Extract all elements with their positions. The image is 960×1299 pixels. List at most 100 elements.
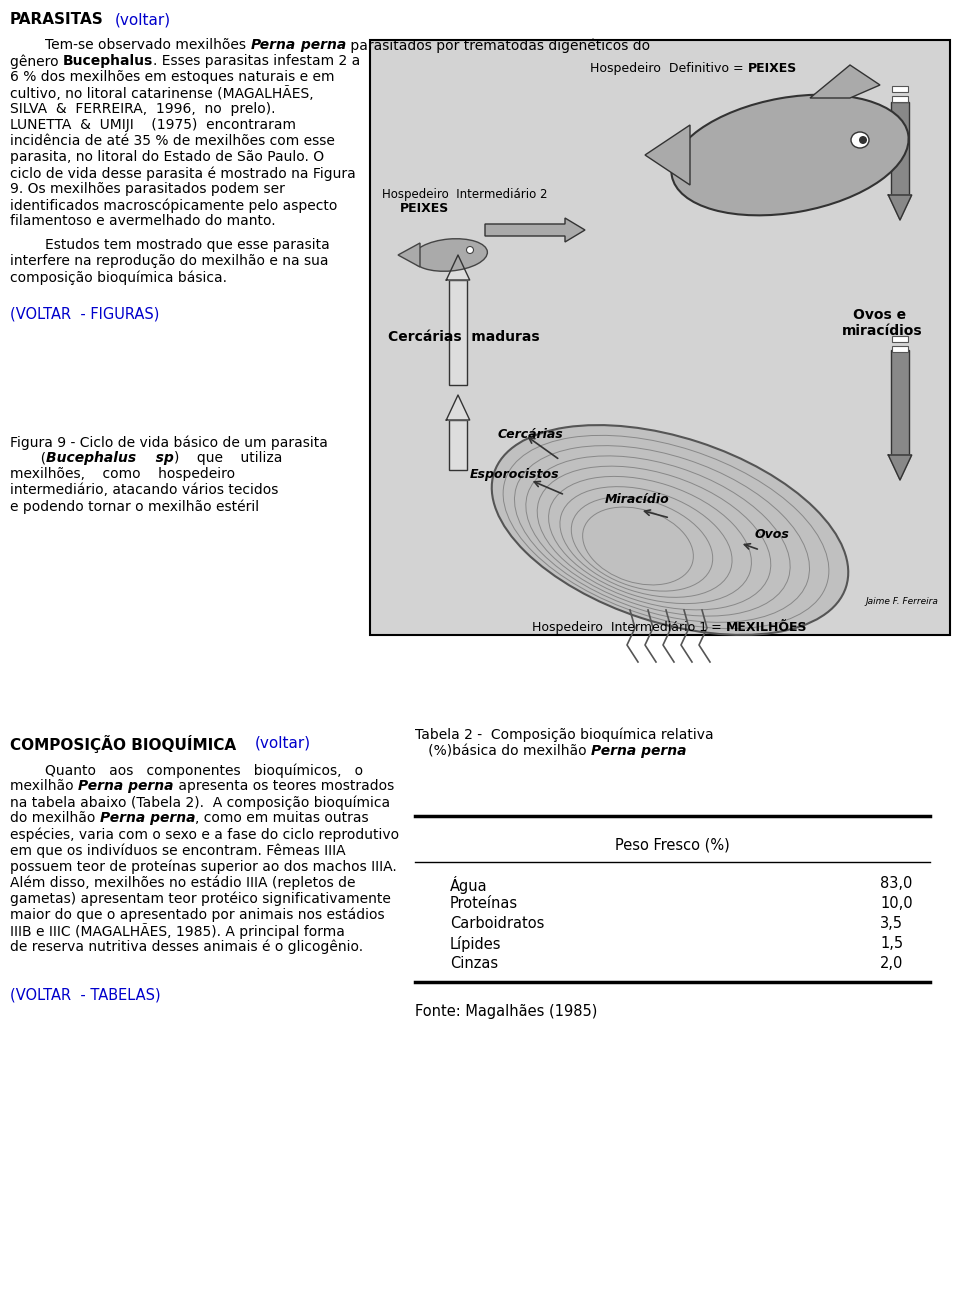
Bar xyxy=(891,349,909,455)
Text: 6 % dos mexilhões em estoques naturais e em: 6 % dos mexilhões em estoques naturais e… xyxy=(10,70,334,84)
Polygon shape xyxy=(485,218,585,242)
Text: Miracídio: Miracídio xyxy=(605,494,670,507)
Text: interfere na reprodução do mexilhão e na sua: interfere na reprodução do mexilhão e na… xyxy=(10,255,328,268)
Text: Estudos tem mostrado que esse parasita: Estudos tem mostrado que esse parasita xyxy=(10,238,329,252)
Text: parasitados por trematodas digenéticos do: parasitados por trematodas digenéticos d… xyxy=(346,38,650,52)
Ellipse shape xyxy=(851,132,869,148)
Text: maior do que o apresentado por animais nos estádios: maior do que o apresentado por animais n… xyxy=(10,907,385,921)
Text: Carboidratos: Carboidratos xyxy=(450,916,544,931)
Text: Hospedeiro  Intermediário 2: Hospedeiro Intermediário 2 xyxy=(382,188,547,201)
Text: gênero: gênero xyxy=(10,55,63,69)
Text: Perna perna: Perna perna xyxy=(78,779,174,792)
Text: PEIXES: PEIXES xyxy=(748,62,797,75)
Text: . Esses parasitas infestam 2 a: . Esses parasitas infestam 2 a xyxy=(154,55,361,68)
Text: SILVA  &  FERREIRA,  1996,  no  prelo).: SILVA & FERREIRA, 1996, no prelo). xyxy=(10,103,276,116)
Text: apresenta os teores mostrados: apresenta os teores mostrados xyxy=(174,779,394,792)
Polygon shape xyxy=(888,195,912,220)
Bar xyxy=(449,420,467,470)
Text: LUNETTA  &  UMIJI    (1975)  encontraram: LUNETTA & UMIJI (1975) encontraram xyxy=(10,118,296,132)
Text: cultivo, no litoral catarinense (MAGALHÃES,: cultivo, no litoral catarinense (MAGALHÃ… xyxy=(10,86,314,101)
Text: Hospedeiro  Definitivo =: Hospedeiro Definitivo = xyxy=(590,62,748,75)
Text: parasita, no litoral do Estado de São Paulo. O: parasita, no litoral do Estado de São Pa… xyxy=(10,149,324,164)
Bar xyxy=(891,103,909,195)
Polygon shape xyxy=(888,455,912,481)
Text: IIIB e IIIC (MAGALHÃES, 1985). A principal forma: IIIB e IIIC (MAGALHÃES, 1985). A princip… xyxy=(10,924,345,939)
Text: 2,0: 2,0 xyxy=(880,956,903,970)
Text: (voltar): (voltar) xyxy=(255,735,311,750)
Text: (: ( xyxy=(10,451,46,465)
Text: Proteínas: Proteínas xyxy=(450,896,518,911)
Text: Cercárias  maduras: Cercárias maduras xyxy=(388,330,540,344)
Text: ciclo de vida desse parasita é mostrado na Figura: ciclo de vida desse parasita é mostrado … xyxy=(10,166,356,181)
Bar xyxy=(370,40,950,635)
Text: Ovos e: Ovos e xyxy=(853,308,906,322)
Ellipse shape xyxy=(413,239,488,271)
Polygon shape xyxy=(810,65,880,97)
Text: Ovos: Ovos xyxy=(755,527,790,540)
Text: Fonte: Magalhães (1985): Fonte: Magalhães (1985) xyxy=(415,1004,597,1018)
Text: possuem teor de proteínas superior ao dos machos IIIA.: possuem teor de proteínas superior ao do… xyxy=(10,859,396,873)
Text: PEIXES: PEIXES xyxy=(400,203,449,216)
Bar xyxy=(892,346,908,352)
Text: incidência de até 35 % de mexilhões com esse: incidência de até 35 % de mexilhões com … xyxy=(10,134,335,148)
Text: na tabela abaixo (Tabela 2).  A composição bioquímica: na tabela abaixo (Tabela 2). A composiçã… xyxy=(10,795,390,809)
Text: Lípides: Lípides xyxy=(450,937,501,952)
Text: COMPOSIÇÃO BIOQUÍMICA: COMPOSIÇÃO BIOQUÍMICA xyxy=(10,735,236,753)
Text: 10,0: 10,0 xyxy=(880,896,913,911)
Text: Quanto   aos   componentes   bioquímicos,   o: Quanto aos componentes bioquímicos, o xyxy=(10,763,363,778)
Text: PARASITAS: PARASITAS xyxy=(10,12,104,27)
Text: perna: perna xyxy=(296,38,346,52)
Polygon shape xyxy=(398,243,420,268)
Text: gametas) apresentam teor protéico significativamente: gametas) apresentam teor protéico signif… xyxy=(10,891,391,905)
Text: )    que    utiliza: ) que utiliza xyxy=(174,451,282,465)
Polygon shape xyxy=(645,125,690,184)
Text: Bucephalus    sp: Bucephalus sp xyxy=(46,451,174,465)
Text: Esporocistos: Esporocistos xyxy=(470,468,560,481)
Text: , como em muitas outras: , como em muitas outras xyxy=(195,811,369,825)
Text: Perna: Perna xyxy=(251,38,296,52)
Text: Tem-se observado mexilhões: Tem-se observado mexilhões xyxy=(10,38,251,52)
Polygon shape xyxy=(446,255,469,281)
Text: Cercárias: Cercárias xyxy=(498,427,564,440)
Text: de reserva nutritiva desses animais é o glicogênio.: de reserva nutritiva desses animais é o … xyxy=(10,939,363,953)
Text: MEXILHÕES: MEXILHÕES xyxy=(726,621,807,634)
Text: (VOLTAR  - TABELAS): (VOLTAR - TABELAS) xyxy=(10,987,160,1002)
Text: Além disso, mexilhões no estádio IIIA (repletos de: Além disso, mexilhões no estádio IIIA (r… xyxy=(10,876,355,890)
Ellipse shape xyxy=(859,136,867,144)
Text: Hospedeiro  Intermediário 1 =: Hospedeiro Intermediário 1 = xyxy=(533,621,726,634)
Ellipse shape xyxy=(492,425,849,635)
Text: filamentoso e avermelhado do manto.: filamentoso e avermelhado do manto. xyxy=(10,214,276,229)
Text: Perna perna: Perna perna xyxy=(100,811,195,825)
Text: identificados macroscópicamente pelo aspecto: identificados macroscópicamente pelo asp… xyxy=(10,197,337,213)
Text: 3,5: 3,5 xyxy=(880,916,903,931)
Text: Figura 9 - Ciclo de vida básico de um parasita: Figura 9 - Ciclo de vida básico de um pa… xyxy=(10,435,328,449)
Bar xyxy=(892,336,908,342)
Text: 83,0: 83,0 xyxy=(880,876,912,891)
Text: Perna perna: Perna perna xyxy=(591,744,686,759)
Text: intermediário, atacando vários tecidos: intermediário, atacando vários tecidos xyxy=(10,483,278,498)
Bar xyxy=(892,96,908,103)
Text: em que os indivíduos se encontram. Fêmeas IIIA: em que os indivíduos se encontram. Fêmea… xyxy=(10,843,346,857)
Text: e podendo tornar o mexilhão estéril: e podendo tornar o mexilhão estéril xyxy=(10,499,259,513)
Text: Bucephalus: Bucephalus xyxy=(63,55,154,68)
Polygon shape xyxy=(446,395,469,420)
Bar xyxy=(449,281,467,385)
Text: Cinzas: Cinzas xyxy=(450,956,498,970)
Ellipse shape xyxy=(467,247,473,253)
Text: Tabela 2 -  Composição bioquímica relativa: Tabela 2 - Composição bioquímica relativ… xyxy=(415,727,713,742)
Text: espécies, varia com o sexo e a fase do ciclo reprodutivo: espécies, varia com o sexo e a fase do c… xyxy=(10,827,399,842)
Text: (voltar): (voltar) xyxy=(115,12,171,27)
Bar xyxy=(892,86,908,92)
Text: Peso Fresco (%): Peso Fresco (%) xyxy=(615,838,730,853)
Text: Jaime F. Ferreira: Jaime F. Ferreira xyxy=(865,598,938,607)
Text: mexilhão: mexilhão xyxy=(10,779,78,792)
Text: miracídios: miracídios xyxy=(842,323,923,338)
Text: mexilhões,    como    hospedeiro: mexilhões, como hospedeiro xyxy=(10,468,235,481)
Text: do mexilhão: do mexilhão xyxy=(10,811,100,825)
Ellipse shape xyxy=(671,95,908,216)
Text: (VOLTAR  - FIGURAS): (VOLTAR - FIGURAS) xyxy=(10,307,159,321)
Text: (%)básica do mexilhão: (%)básica do mexilhão xyxy=(415,744,591,759)
Text: 1,5: 1,5 xyxy=(880,937,903,951)
Text: Água: Água xyxy=(450,876,488,894)
Text: composição bioquímica básica.: composição bioquímica básica. xyxy=(10,270,227,284)
